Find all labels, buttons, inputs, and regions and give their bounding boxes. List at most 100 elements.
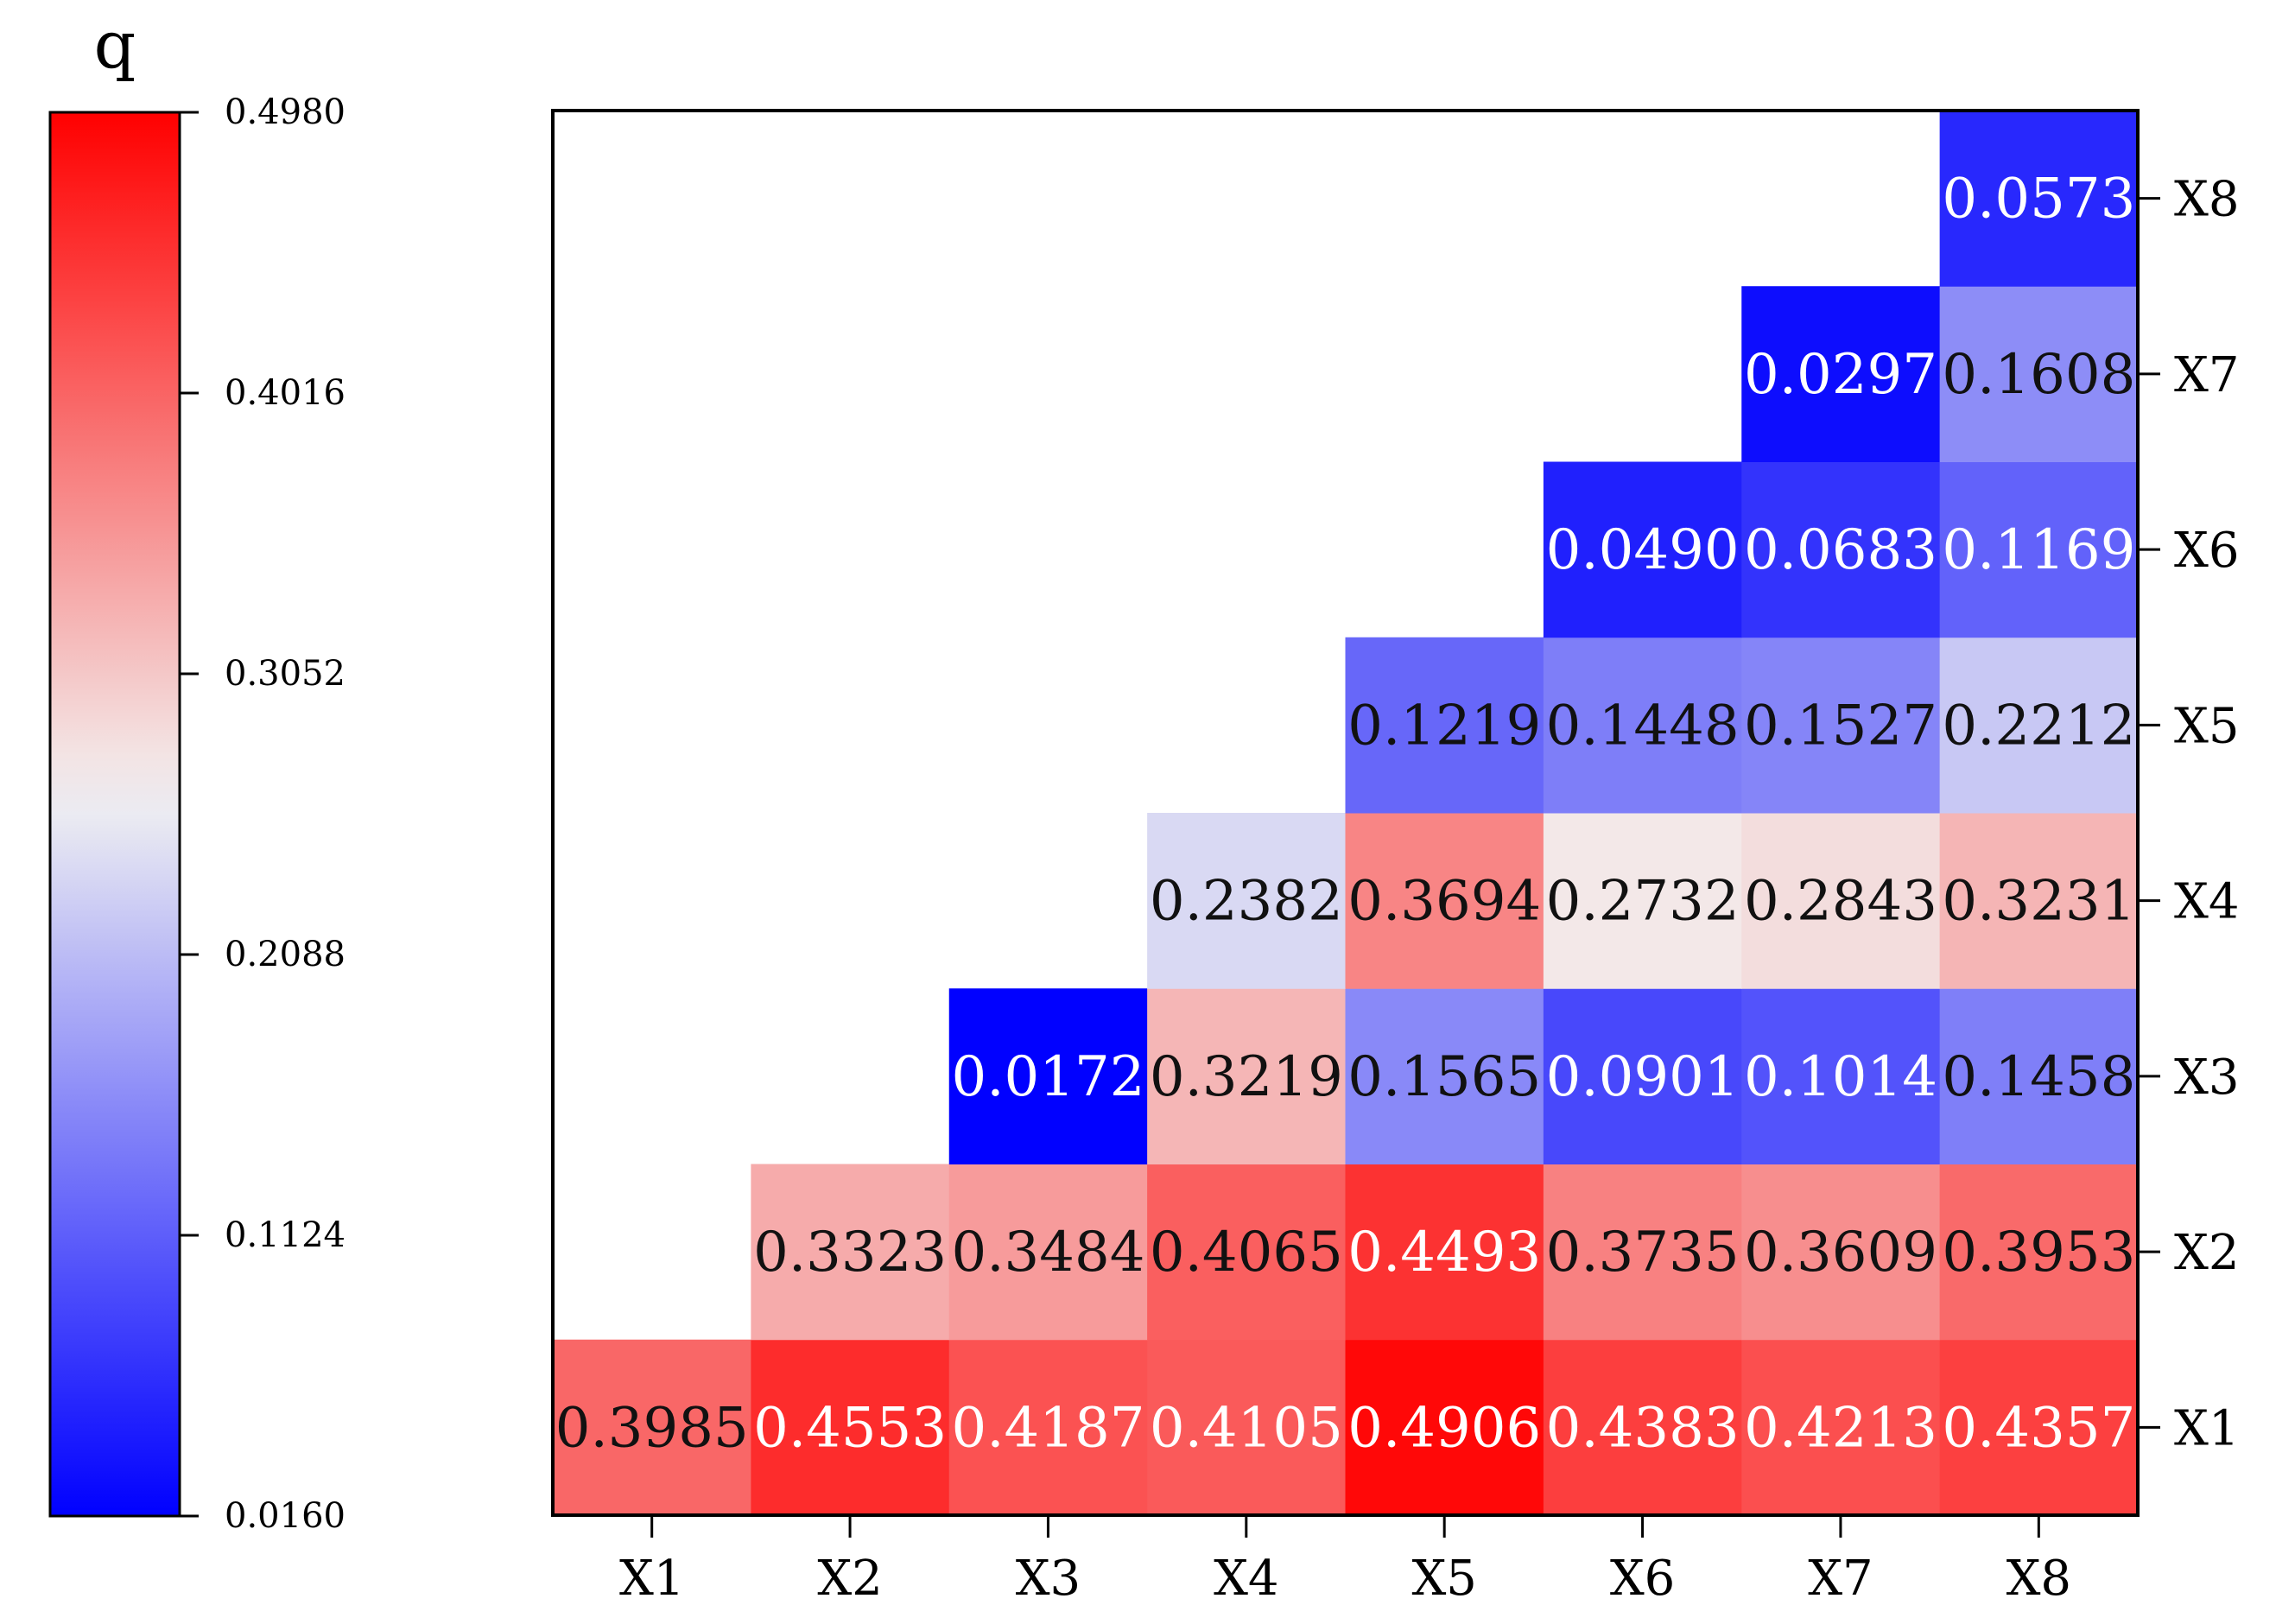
cell-value-label: 0.3985 xyxy=(555,1396,749,1460)
colorbar-title: q xyxy=(94,6,136,83)
heatmap-cell-X2-X6 xyxy=(1543,1164,1742,1341)
heatmap-cell-X3-X4 xyxy=(1147,988,1346,1164)
cell-value-label: 0.4553 xyxy=(753,1396,947,1460)
cell-value-label: 0.3231 xyxy=(1942,870,2135,934)
heatmap-cell-X2-X2 xyxy=(751,1164,950,1341)
y-tick-label: X5 xyxy=(2174,698,2240,754)
y-axis: X1 X2 X3 X4 X5 X6 X7 X8 xyxy=(2138,172,2240,1456)
plot-border xyxy=(551,109,2140,1517)
heatmap-cell-X2-X3 xyxy=(948,1164,1148,1341)
heatmap-cell-X6-X7 xyxy=(1741,461,1941,638)
heatmap-cell-X1-X4 xyxy=(1147,1339,1346,1516)
heatmap-cell-X3-X3 xyxy=(948,988,1148,1164)
cell-value-label: 0.3323 xyxy=(753,1221,947,1285)
heatmap-cell-X1-X3 xyxy=(948,1339,1148,1516)
cell-value-label: 0.0297 xyxy=(1744,343,1937,407)
heatmap-cell-X4-X6 xyxy=(1543,813,1742,989)
cell-value-label: 0.0573 xyxy=(1942,168,2135,232)
cell-value-label: 0.4105 xyxy=(1150,1396,1343,1460)
cell-value-label: 0.0901 xyxy=(1546,1045,1740,1109)
heatmap-cell-X2-X5 xyxy=(1345,1164,1544,1341)
cell-value-label: 0.2212 xyxy=(1942,694,2135,758)
x-axis: X1 X2 X3 X4 X5 X6 X7 X8 xyxy=(619,1515,2071,1607)
cell-value-label: 0.1169 xyxy=(1942,518,2135,582)
cell-value-label: 0.3953 xyxy=(1942,1221,2135,1285)
x-tick-label: X4 xyxy=(1214,1551,1279,1607)
colorbar-gradient xyxy=(48,111,181,1518)
cell-value-label: 0.1565 xyxy=(1347,1045,1541,1109)
cell-value-label: 0.3694 xyxy=(1347,870,1541,934)
cell-value-label: 0.4357 xyxy=(1942,1396,2135,1460)
y-tick-label: X6 xyxy=(2174,523,2240,579)
heatmap-cell-X5-X5 xyxy=(1345,637,1544,814)
heatmap-cell-X1-X7 xyxy=(1741,1339,1941,1516)
cell-value-label: 0.0172 xyxy=(951,1045,1144,1109)
x-tick-label: X6 xyxy=(1610,1551,1676,1607)
cell-value-label: 0.1014 xyxy=(1744,1045,1937,1109)
cell-value-label: 0.3219 xyxy=(1150,1045,1343,1109)
cell-value-label: 0.4187 xyxy=(951,1396,1144,1460)
cell-value-label: 0.1608 xyxy=(1942,343,2135,407)
heatmap-cell-X4-X4 xyxy=(1147,813,1346,989)
heatmap-cell-X3-X5 xyxy=(1345,988,1544,1164)
heatmap-cell-X7-X7 xyxy=(1741,286,1941,462)
colorbar: q 0.4980 0.4016 0.3052 0.2088 0.1124 0.0160 xyxy=(48,6,346,1536)
heatmap-cell-X5-X6 xyxy=(1543,637,1742,814)
cell-value-label: 0.2732 xyxy=(1546,870,1740,934)
cell-value-label: 0.3484 xyxy=(951,1221,1144,1285)
cell-value-label: 0.4383 xyxy=(1546,1396,1740,1460)
heatmap-cell-X2-X8 xyxy=(1939,1164,2139,1341)
heatmap-cell-X4-X8 xyxy=(1939,813,2139,989)
heatmap-cell-X5-X8 xyxy=(1939,637,2139,814)
cell-value-label: 0.1458 xyxy=(1942,1045,2135,1109)
cell-value-label: 0.4213 xyxy=(1744,1396,1937,1460)
y-tick-label: X3 xyxy=(2174,1050,2240,1106)
cell-value-label: 0.1527 xyxy=(1744,694,1937,758)
cell-value-label: 0.1448 xyxy=(1546,694,1740,758)
heatmap-cells: 0.3985 0.4553 0.4187 0.4105 0.4906 0.4383 0.42… xyxy=(553,111,2139,1516)
cell-value-label: 0.4493 xyxy=(1347,1221,1541,1285)
heatmap-cell-X3-X8 xyxy=(1939,988,2139,1164)
heatmap-cell-X1-X5 xyxy=(1345,1339,1544,1516)
heatmap-cell-X3-X7 xyxy=(1741,988,1941,1164)
cell-value-label: 0.4065 xyxy=(1150,1221,1343,1285)
cell-value-label: 0.0490 xyxy=(1546,518,1740,582)
x-tick-label: X7 xyxy=(1808,1551,1873,1607)
cell-value-label: 0.3735 xyxy=(1546,1221,1740,1285)
colorbar-tick-label: 0.2088 xyxy=(225,935,346,974)
colorbar-tick-label: 0.4980 xyxy=(225,92,346,132)
y-tick-label: X7 xyxy=(2174,347,2240,403)
cell-value-label: 0.0683 xyxy=(1744,518,1937,582)
heatmap-cell-X3-X6 xyxy=(1543,988,1742,1164)
colorbar-tick-label: 0.3052 xyxy=(225,654,346,694)
heatmap-cell-X1-X8 xyxy=(1939,1339,2139,1516)
y-tick-label: X2 xyxy=(2174,1225,2240,1281)
heatmap-cell-X2-X7 xyxy=(1741,1164,1941,1341)
cell-value-label: 0.4906 xyxy=(1347,1396,1541,1460)
heatmap-cell-X4-X5 xyxy=(1345,813,1544,989)
colorbar-tick-label: 0.0160 xyxy=(225,1496,346,1536)
cell-value-label: 0.2843 xyxy=(1744,870,1937,934)
cell-value-label: 0.2382 xyxy=(1150,870,1343,934)
x-tick-label: X1 xyxy=(619,1551,685,1607)
heatmap-cell-X4-X7 xyxy=(1741,813,1941,989)
heatmap-cell-X6-X6 xyxy=(1543,461,1742,638)
heatmap-cell-X8-X8 xyxy=(1939,111,2139,287)
heatmap-cell-X1-X2 xyxy=(751,1339,950,1516)
plot-frame xyxy=(551,109,2140,1517)
cell-value-label: 0.1219 xyxy=(1347,694,1541,758)
cell-value-label: 0.3609 xyxy=(1744,1221,1937,1285)
heatmap-cell-X5-X7 xyxy=(1741,637,1941,814)
heatmap-cell-X7-X8 xyxy=(1939,286,2139,462)
y-tick-label: X4 xyxy=(2174,874,2240,930)
colorbar-tick-label: 0.1124 xyxy=(225,1215,346,1255)
heatmap-cell-X2-X4 xyxy=(1147,1164,1346,1341)
x-tick-label: X8 xyxy=(2007,1551,2072,1607)
y-tick-label: X8 xyxy=(2174,172,2240,228)
colorbar-tick-label: 0.4016 xyxy=(225,373,346,413)
x-tick-label: X2 xyxy=(817,1551,883,1607)
x-tick-label: X3 xyxy=(1016,1551,1081,1607)
x-tick-label: X5 xyxy=(1411,1551,1477,1607)
